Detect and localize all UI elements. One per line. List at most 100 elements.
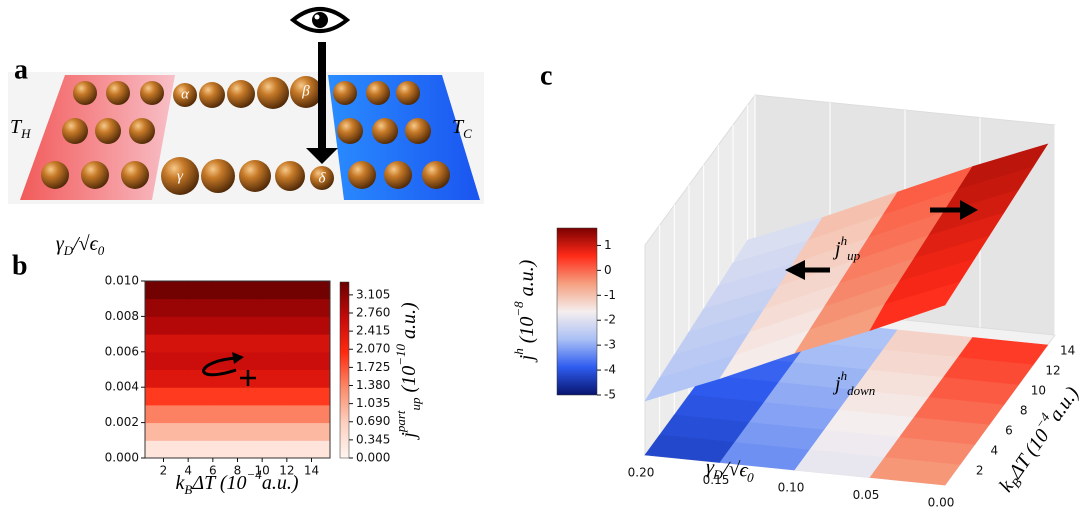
- heatmap-cell: [287, 316, 312, 334]
- label-part: D: [63, 243, 74, 258]
- x-tick-label: 2: [160, 464, 168, 478]
- colorbar-label: jpartup (10−10 a.u.): [393, 302, 423, 441]
- label-part: h: [841, 368, 848, 383]
- heatmap-cell: [188, 405, 213, 423]
- heatmap-cell: [238, 299, 263, 317]
- heatmap-cell: [287, 299, 312, 317]
- heatmap-cell: [312, 405, 337, 423]
- colorbar-tick-label: 1: [604, 238, 612, 252]
- heatmap-cell: [213, 440, 238, 458]
- label-part: −10: [393, 344, 408, 366]
- heatmap-cell: [287, 334, 312, 352]
- x-axis-label: γD/√ϵ0: [705, 456, 756, 486]
- label-part: (10: [516, 317, 538, 349]
- y-tick-label: 14: [1060, 344, 1075, 358]
- label-part: −8: [511, 301, 526, 317]
- heatmap-cell: [164, 423, 189, 441]
- panel-label: b: [12, 250, 28, 281]
- heatmap-cell: [287, 423, 312, 441]
- heatmap-cell: [262, 316, 287, 334]
- heatmap-cell: [188, 316, 213, 334]
- y-tick-label: 0.000: [105, 451, 139, 465]
- colorbar-tick-label: 0: [604, 263, 612, 277]
- heatmap-cell: [164, 440, 189, 458]
- y-axis-label: γD/√ϵ0: [56, 233, 105, 259]
- heatmap-cell: [213, 423, 238, 441]
- colorbar-tick-label: -1: [604, 288, 616, 302]
- heatmap-cell: [262, 405, 287, 423]
- heatmap-cell: [188, 440, 213, 458]
- colorbar-tick-label: 0.345: [356, 432, 390, 446]
- label-part: a.u.): [262, 472, 299, 494]
- heatmap-cell: [312, 352, 337, 370]
- site-label: α: [181, 86, 190, 102]
- heatmap-cell: [213, 334, 238, 352]
- y-tick-label: 4: [991, 444, 999, 458]
- heatmap-cell: [238, 423, 263, 441]
- y-tick-label: 10: [1031, 384, 1046, 398]
- colorbar: [340, 282, 349, 458]
- heatmap-cell: [164, 316, 189, 334]
- site-label: δ: [319, 170, 327, 186]
- heatmap-cell: [213, 387, 238, 405]
- heatmap-cell: [213, 299, 238, 317]
- heatmap-cell: [312, 423, 337, 441]
- panel-label: a: [14, 54, 28, 85]
- heatmap-cell: [262, 440, 287, 458]
- heatmap-cell: [238, 352, 263, 370]
- x-tick-label: 14: [304, 464, 319, 478]
- heatmap-cell: [139, 423, 164, 441]
- heatmap-cell: [312, 299, 337, 317]
- heatmap-cell: [287, 281, 312, 299]
- colorbar-tick-label: 2.070: [356, 342, 390, 356]
- label-part: a.u.): [516, 259, 538, 301]
- label-part: part: [393, 410, 408, 433]
- colorbar-tick-label: -3: [604, 338, 616, 352]
- heatmap-cell: [164, 334, 189, 352]
- heatmap-cell: [287, 405, 312, 423]
- label-part: h: [841, 233, 848, 248]
- label-part: up: [847, 248, 861, 263]
- colorbar-tick-label: 0.690: [356, 414, 390, 428]
- heatmap-cell: [213, 281, 238, 299]
- heatmap-cell: [312, 334, 337, 352]
- label-part: 0: [746, 470, 754, 486]
- heatmap-cell: [164, 299, 189, 317]
- label-part: B: [184, 482, 192, 497]
- heatmap-cell: [312, 440, 337, 458]
- heatmap-cell: [262, 387, 287, 405]
- y-tick-label: 0.004: [105, 380, 139, 394]
- y-tick-label: 0.002: [105, 415, 139, 429]
- x-tick-label: 0.10: [778, 481, 805, 495]
- colorbar-tick-label: 2.760: [356, 305, 390, 319]
- label-part: (10: [398, 366, 420, 398]
- y-tick-label: 0.006: [105, 344, 139, 358]
- heatmap-cell: [188, 299, 213, 317]
- colorbar-tick-label: -2: [604, 313, 616, 327]
- heatmap-cell: [262, 334, 287, 352]
- x-tick-label: 4: [184, 464, 192, 478]
- heatmap-cell: [213, 316, 238, 334]
- y-tick-label: 2: [976, 464, 984, 478]
- x-tick-label: 0.00: [928, 496, 955, 510]
- heatmap-cell: [238, 334, 263, 352]
- y-tick-label: 0.010: [105, 274, 139, 288]
- label-part: up: [408, 397, 423, 411]
- colorbar-label: jh (10−8 a.u.): [511, 259, 537, 363]
- heatmap-cell: [287, 352, 312, 370]
- y-tick-label: 0.008: [105, 309, 139, 323]
- heatmap-cell: [262, 352, 287, 370]
- panel-a: a TH TC α β γ δ: [8, 9, 484, 204]
- heatmap-cell: [164, 281, 189, 299]
- heatmap-cell: [188, 423, 213, 441]
- heatmap-cell: [238, 440, 263, 458]
- label-part: −4: [247, 467, 263, 482]
- colorbar-tick-label: -4: [604, 363, 616, 377]
- label-part: down: [847, 383, 875, 398]
- label-part: a.u.): [398, 302, 420, 344]
- heatmap-cell: [139, 316, 164, 334]
- x-tick-label: 0.05: [853, 488, 880, 502]
- page: {"diagram":{"label":"a","hot":{"symbol":…: [0, 0, 1085, 514]
- heatmap-cell: [262, 281, 287, 299]
- colorbar-tick-label: 1.035: [356, 396, 390, 410]
